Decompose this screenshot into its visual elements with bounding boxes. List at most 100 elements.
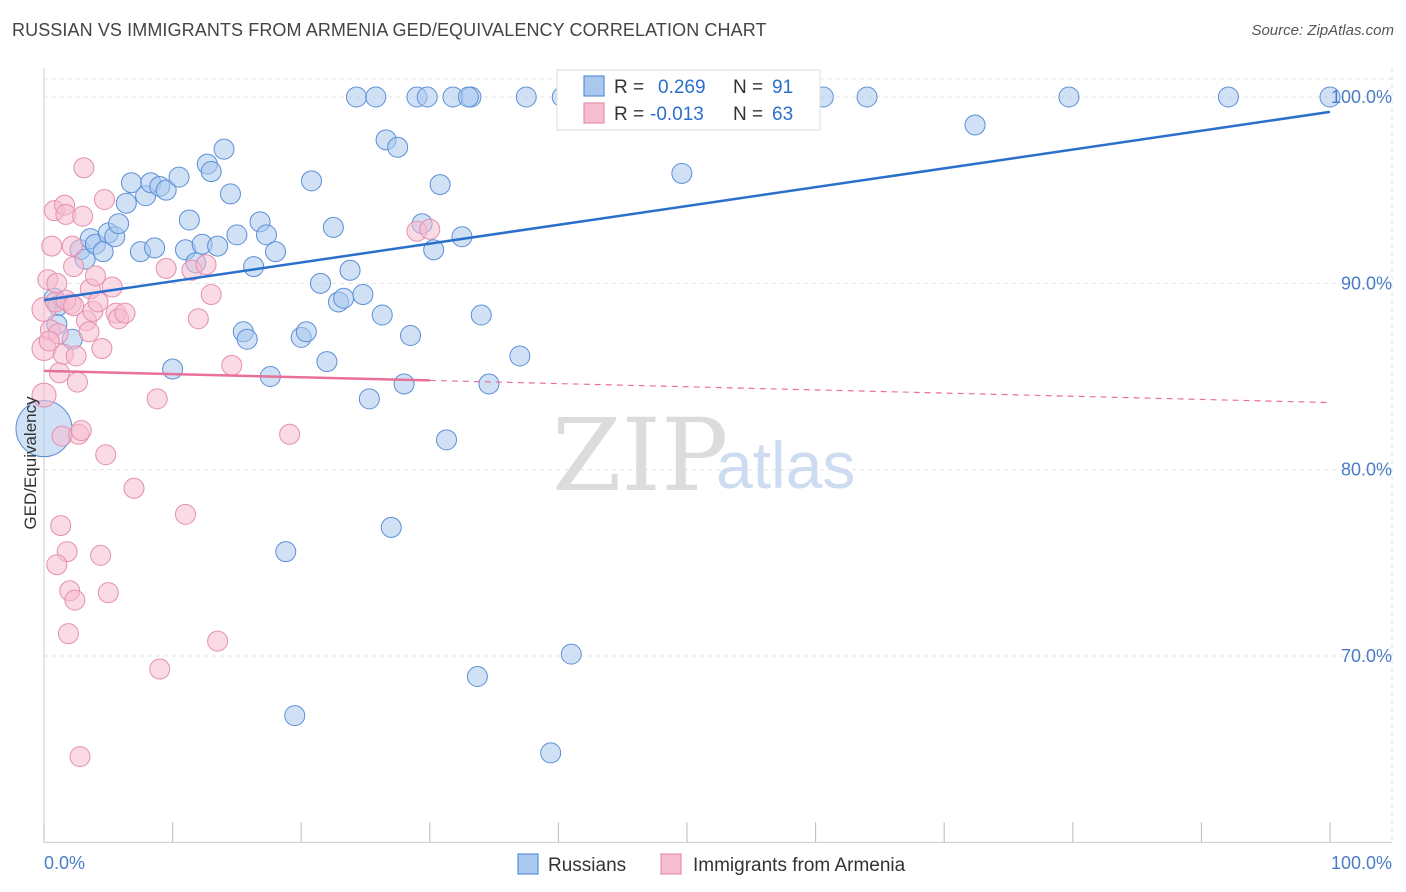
point-armenia bbox=[63, 256, 85, 278]
point-russians bbox=[470, 304, 492, 326]
point-russians bbox=[295, 321, 317, 343]
legend-r-label: R = bbox=[614, 104, 644, 125]
point-russians bbox=[200, 161, 222, 183]
point-russians bbox=[560, 643, 582, 665]
point-russians bbox=[264, 241, 286, 263]
point-russians bbox=[540, 742, 562, 764]
x-tick-label: 100.0% bbox=[1331, 853, 1392, 873]
watermark-zip-text: ZIP bbox=[552, 397, 728, 514]
point-russians bbox=[457, 86, 479, 108]
legend-n-label: N = bbox=[733, 77, 763, 98]
legend-r-label: R = bbox=[614, 77, 644, 98]
point-russians bbox=[207, 235, 229, 257]
point-armenia bbox=[41, 235, 63, 257]
legend-stats: R = 0.269 N = 91 R = -0.013 N = 63 bbox=[556, 69, 821, 131]
point-russians bbox=[1319, 86, 1341, 108]
point-russians bbox=[316, 351, 338, 373]
y-tick-label: 80.0% bbox=[1341, 460, 1392, 480]
point-armenia bbox=[93, 188, 115, 210]
point-armenia bbox=[72, 205, 94, 227]
point-russians bbox=[964, 114, 986, 136]
point-russians bbox=[226, 224, 248, 246]
point-armenia bbox=[200, 284, 222, 306]
point-russians bbox=[352, 284, 374, 306]
watermark: ZIP atlas bbox=[552, 397, 855, 514]
watermark-atlas-text: atlas bbox=[716, 428, 855, 502]
point-russians bbox=[358, 388, 380, 410]
point-armenia bbox=[61, 235, 83, 257]
legend-label-russians: Russians bbox=[548, 855, 626, 876]
point-russians bbox=[339, 259, 361, 281]
point-armenia bbox=[84, 265, 106, 287]
point-russians bbox=[219, 183, 241, 205]
point-armenia bbox=[419, 218, 441, 240]
point-russians bbox=[466, 665, 488, 687]
y-tick-label: 100.0% bbox=[1331, 87, 1392, 107]
point-russians bbox=[400, 325, 422, 347]
point-armenia bbox=[279, 423, 301, 445]
point-armenia bbox=[87, 291, 109, 313]
chart-title: RUSSIAN VS IMMIGRANTS FROM ARMENIA GED/E… bbox=[12, 20, 767, 40]
trend-line-dashed-armenia bbox=[429, 379, 1331, 404]
point-russians bbox=[429, 174, 451, 196]
point-armenia bbox=[195, 254, 217, 276]
point-russians bbox=[333, 287, 355, 309]
trend-line-armenia bbox=[43, 369, 430, 382]
grid-lines bbox=[44, 68, 1393, 843]
point-russians bbox=[365, 86, 387, 108]
point-russians bbox=[322, 216, 344, 238]
point-russians bbox=[213, 138, 235, 160]
point-armenia bbox=[70, 420, 92, 442]
point-armenia bbox=[78, 321, 100, 343]
point-russians bbox=[144, 237, 166, 259]
point-armenia bbox=[48, 362, 70, 384]
point-russians bbox=[168, 166, 190, 188]
point-armenia bbox=[146, 388, 168, 410]
legend-n-label: N = bbox=[733, 104, 763, 125]
legend-n-value: 91 bbox=[772, 77, 793, 98]
point-russians bbox=[108, 213, 130, 235]
y-tick-labels: 70.0% 80.0% 90.0% 100.0% bbox=[1331, 87, 1392, 666]
source-credit: Source: ZipAtlas.com bbox=[1251, 22, 1394, 39]
point-armenia bbox=[38, 330, 60, 352]
point-armenia bbox=[90, 544, 112, 566]
point-armenia bbox=[97, 582, 119, 604]
point-armenia bbox=[149, 658, 171, 680]
point-armenia bbox=[63, 295, 85, 317]
trend-lines bbox=[43, 110, 1331, 404]
point-russians bbox=[345, 86, 367, 108]
point-russians bbox=[515, 86, 537, 108]
point-russians bbox=[371, 304, 393, 326]
point-russians bbox=[1058, 86, 1080, 108]
point-russians bbox=[387, 136, 409, 158]
point-russians bbox=[380, 516, 402, 538]
point-armenia bbox=[187, 308, 209, 330]
y-axis-title: GED/Equivalency bbox=[21, 396, 40, 530]
point-armenia bbox=[69, 746, 91, 768]
point-russians bbox=[1217, 86, 1239, 108]
legend-swatch-russians bbox=[583, 75, 605, 97]
point-armenia bbox=[46, 272, 68, 294]
point-armenia bbox=[174, 503, 196, 525]
point-russians bbox=[416, 86, 438, 108]
trend-line-russians bbox=[43, 110, 1331, 302]
point-armenia bbox=[221, 354, 243, 376]
point-russians bbox=[478, 373, 500, 395]
point-armenia bbox=[101, 276, 123, 298]
point-russians bbox=[255, 224, 277, 246]
point-armenia bbox=[31, 382, 57, 408]
point-armenia bbox=[57, 623, 79, 645]
point-russians bbox=[115, 192, 137, 214]
point-russians bbox=[284, 705, 306, 727]
point-russians bbox=[162, 358, 184, 380]
x-tick-label: 0.0% bbox=[44, 853, 85, 873]
point-armenia bbox=[207, 630, 229, 652]
point-armenia bbox=[91, 338, 113, 360]
point-russians bbox=[243, 256, 265, 278]
y-tick-label: 70.0% bbox=[1341, 646, 1392, 666]
point-armenia bbox=[50, 515, 72, 537]
legend-n-value: 63 bbox=[772, 104, 793, 125]
legend-series: Russians Immigrants from Armenia bbox=[517, 853, 906, 876]
point-russians bbox=[393, 373, 415, 395]
